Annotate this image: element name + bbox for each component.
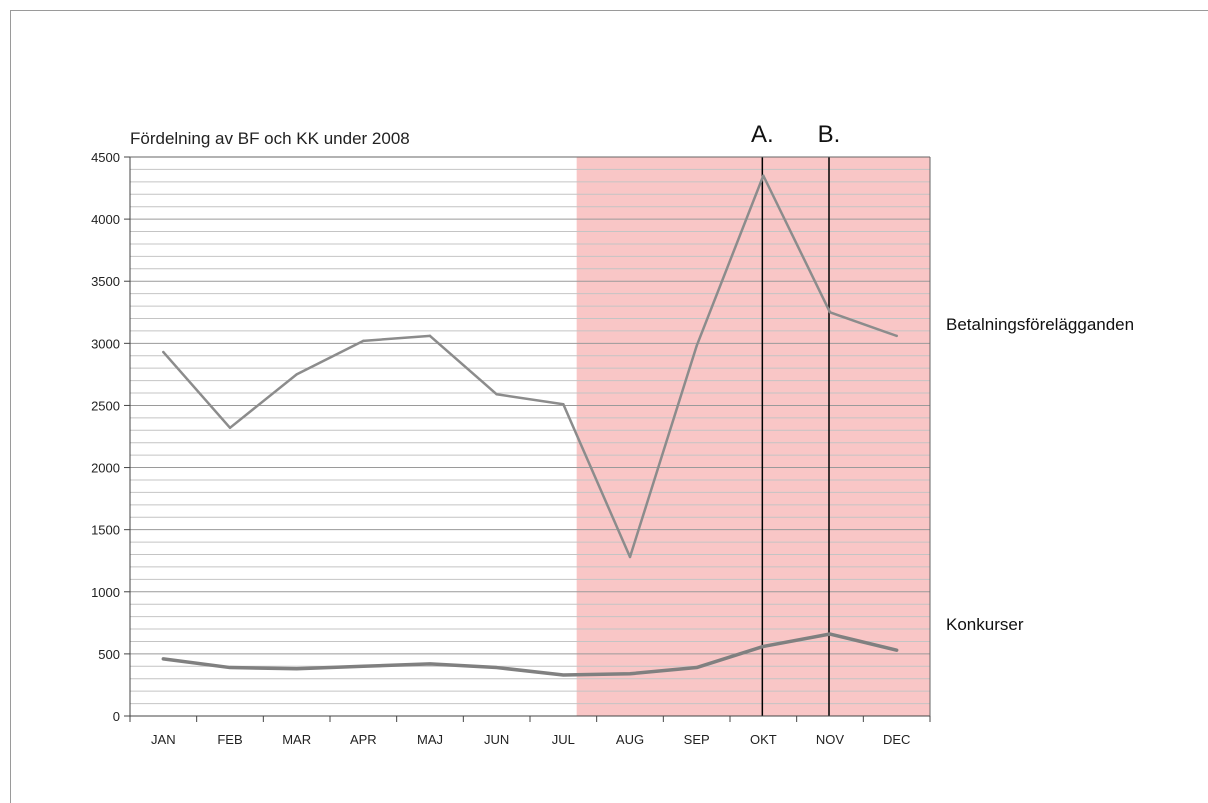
data-point bbox=[628, 672, 632, 675]
series-lines: Betalningsförelägganden Konkurser bbox=[161, 174, 1134, 677]
y-tick-label: 500 bbox=[98, 647, 120, 662]
y-tick-label: 2500 bbox=[91, 398, 120, 413]
data-point bbox=[362, 339, 365, 343]
data-point bbox=[162, 350, 165, 354]
data-point bbox=[495, 393, 498, 396]
data-point bbox=[562, 673, 565, 677]
marker-label: B. bbox=[818, 121, 841, 148]
x-axis-ticks: JAN FEB MAR APR MAJ JUN JUL AUG SEP OKT NOV DEC bbox=[129, 716, 931, 747]
x-tick-label: MAJ bbox=[417, 732, 443, 747]
y-tick-label: 0 bbox=[113, 709, 120, 724]
data-point bbox=[828, 311, 832, 314]
y-tick-label: 4000 bbox=[91, 212, 120, 227]
series-line bbox=[161, 632, 899, 677]
marker-label: A. bbox=[751, 121, 774, 148]
series-label: Konkurser bbox=[946, 615, 1024, 634]
y-tick-label: 1500 bbox=[91, 523, 120, 538]
x-tick-label: SEP bbox=[684, 732, 710, 747]
y-axis-ticks: 0 500 1000 1500 2000 2500 3000 3500 4000 4500 bbox=[91, 150, 130, 724]
data-point bbox=[162, 657, 165, 661]
x-tick-label: MAR bbox=[282, 732, 311, 747]
data-point bbox=[762, 645, 765, 648]
chart-title: Fördelning av BF och KK under 2008 bbox=[130, 129, 410, 148]
x-tick-label: JUL bbox=[552, 732, 575, 747]
marker-lines: A. B. bbox=[751, 121, 840, 716]
x-tick-label: JAN bbox=[151, 732, 176, 747]
data-point bbox=[762, 174, 765, 177]
data-point bbox=[562, 403, 565, 406]
data-point bbox=[895, 648, 898, 652]
y-tick-label: 3500 bbox=[91, 274, 120, 289]
x-tick-label: NOV bbox=[816, 732, 845, 747]
series-label: Betalningsförelägganden bbox=[946, 315, 1134, 334]
data-point bbox=[628, 555, 632, 559]
x-tick-label: DEC bbox=[883, 732, 910, 747]
data-point bbox=[695, 666, 698, 669]
series-line bbox=[162, 174, 898, 559]
data-point bbox=[362, 665, 365, 668]
x-tick-label: OKT bbox=[750, 732, 777, 747]
data-point bbox=[428, 334, 432, 338]
y-tick-label: 3000 bbox=[91, 336, 120, 351]
data-point bbox=[695, 344, 698, 348]
data-point bbox=[895, 334, 898, 338]
y-tick-label: 1000 bbox=[91, 585, 120, 600]
data-point bbox=[228, 666, 232, 669]
data-point bbox=[295, 667, 298, 670]
y-tick-label: 2000 bbox=[91, 461, 120, 476]
x-tick-label: AUG bbox=[616, 732, 644, 747]
x-tick-label: APR bbox=[350, 732, 377, 747]
y-tick-label: 4500 bbox=[91, 150, 120, 165]
x-tick-label: JUN bbox=[484, 732, 509, 747]
highlight-region bbox=[576, 157, 930, 716]
data-point bbox=[828, 632, 832, 636]
x-tick-label: FEB bbox=[217, 732, 242, 747]
data-point bbox=[295, 373, 298, 376]
data-point bbox=[428, 662, 432, 666]
chart-frame bbox=[10, 10, 1208, 803]
data-point bbox=[228, 426, 232, 430]
data-point bbox=[495, 666, 498, 669]
gridlines bbox=[130, 156, 930, 705]
